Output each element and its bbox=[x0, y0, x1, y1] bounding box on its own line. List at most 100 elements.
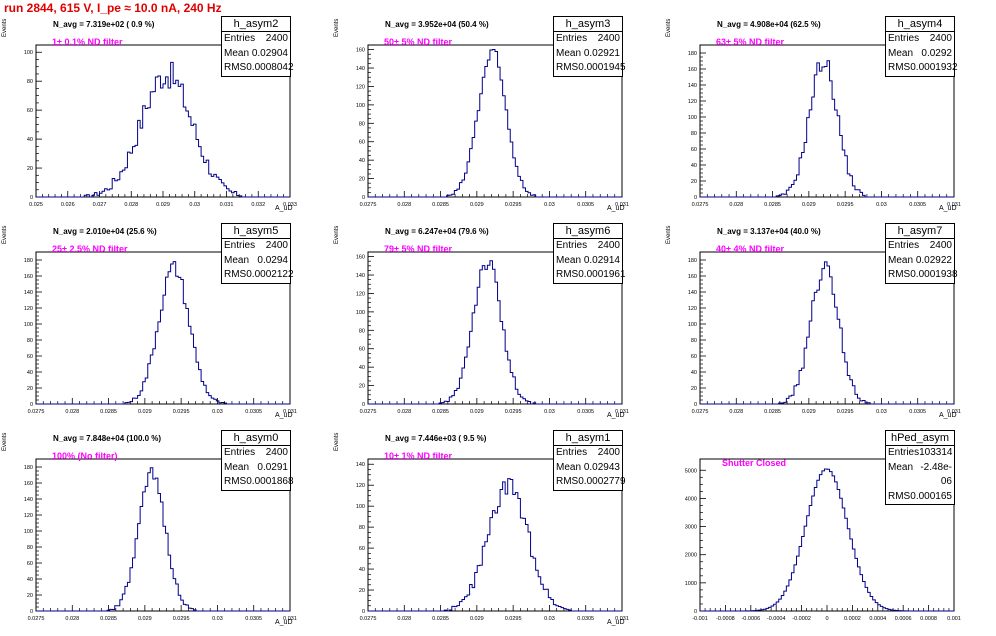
y-tick-label: 60 bbox=[359, 546, 365, 552]
y-tick-label: 5000 bbox=[685, 468, 697, 474]
y-tick-label: 160 bbox=[688, 274, 697, 280]
y-tick-label: 180 bbox=[688, 51, 697, 57]
stats-key: RMS bbox=[888, 269, 911, 280]
x-tick-label: 0.032 bbox=[251, 202, 265, 208]
y-tick-label: 60 bbox=[691, 354, 697, 360]
x-tick-label: 0.0008 bbox=[920, 616, 937, 622]
y-tick-label: 0 bbox=[694, 402, 697, 408]
x-tick-label: 0.03 bbox=[544, 409, 555, 415]
y-axis-label: Events bbox=[2, 225, 8, 244]
y-tick-label: 20 bbox=[359, 384, 365, 390]
stats-value: 103314 bbox=[919, 447, 953, 458]
filter-label: 25± 2.5% ND filter bbox=[52, 244, 128, 254]
stats-row-entries: Entries 2400 bbox=[554, 446, 622, 461]
stats-key: Mean bbox=[556, 47, 582, 59]
x-tick-label: 0.0295 bbox=[505, 616, 522, 622]
stats-value: 0.0001868 bbox=[246, 476, 294, 487]
stats-row-mean: Mean 0.0291 bbox=[222, 461, 290, 476]
x-tick-label: 0.0275 bbox=[692, 202, 709, 208]
stats-key: Mean bbox=[888, 461, 914, 473]
y-tick-label: 100 bbox=[24, 529, 33, 535]
x-tick-label: 0.029 bbox=[138, 409, 152, 415]
y-tick-label: 100 bbox=[24, 322, 33, 328]
x-tick-label: 0.0295 bbox=[505, 409, 522, 415]
x-tick-label: 0.026 bbox=[61, 202, 75, 208]
y-tick-label: 100 bbox=[356, 103, 365, 109]
x-tick-label: 0.03 bbox=[876, 202, 887, 208]
x-tick-label: 0.0285 bbox=[100, 409, 117, 415]
x-tick-label: -0.0008 bbox=[716, 616, 735, 622]
navg-label: N_avg = 2.010e+04 (25.6 %) bbox=[53, 227, 157, 236]
histogram-curve bbox=[700, 468, 954, 612]
stats-key: Entries bbox=[224, 33, 256, 44]
stats-box: h_asym3 Entries 2400 Mean 0.02921 RMS 0.000194… bbox=[553, 16, 626, 77]
stats-key: Entries bbox=[888, 240, 920, 251]
stats-key: RMS bbox=[556, 476, 579, 487]
x-axis-label: A_uD bbox=[275, 412, 293, 419]
stats-value: 0.0002779 bbox=[578, 476, 626, 487]
x-tick-label: 0.0285 bbox=[432, 202, 449, 208]
y-tick-label: 120 bbox=[356, 84, 365, 90]
stats-key: Mean bbox=[888, 254, 914, 266]
histogram-pad-h_asym7: 0.0275 0.028 0.0285 0.029 0.0295 0.03 0.0305 0.… bbox=[664, 222, 996, 429]
histogram-pad-h_asym6: 0.0275 0.028 0.0285 0.029 0.0295 0.03 0.0305 0.… bbox=[332, 222, 664, 429]
histogram-name: h_asym4 bbox=[886, 17, 954, 32]
y-tick-label: 160 bbox=[356, 48, 365, 54]
y-tick-label: 120 bbox=[24, 306, 33, 312]
stats-key: RMS bbox=[556, 62, 579, 73]
stats-key: Entries bbox=[888, 33, 920, 44]
y-tick-label: 0 bbox=[30, 609, 33, 615]
navg-label: N_avg = 7.446e+03 ( 9.5 %) bbox=[385, 434, 487, 443]
y-tick-label: 140 bbox=[24, 290, 33, 296]
histogram-pad-h_asym5: 0.0275 0.028 0.0285 0.029 0.0295 0.03 0.0305 0.… bbox=[0, 222, 332, 429]
x-tick-label: 0.001 bbox=[947, 616, 961, 622]
stats-row-mean: Mean -2.48e-06 bbox=[886, 461, 954, 490]
x-tick-label: 0.0275 bbox=[692, 409, 709, 415]
stats-row-rms: RMS 0.0002122 bbox=[222, 268, 294, 283]
x-tick-label: 0 bbox=[825, 616, 828, 622]
x-tick-label: 0.0305 bbox=[245, 616, 262, 622]
x-tick-label: 0.03 bbox=[876, 409, 887, 415]
y-tick-label: 60 bbox=[27, 108, 33, 114]
histogram-name: h_asym1 bbox=[554, 431, 622, 446]
stats-box: h_asym4 Entries 2400 Mean 0.0292 RMS 0.0001932 bbox=[885, 16, 958, 77]
stats-key: Entries bbox=[888, 447, 920, 458]
filter-label: 40± 4% ND filter bbox=[716, 244, 784, 254]
histogram-pad-hPed_asym: -0.001 -0.0008 -0.0006 -0.0004 -0.0002 0 0.000… bbox=[664, 429, 996, 636]
x-tick-label: 0.028 bbox=[65, 409, 79, 415]
histogram-pad-h_asym1: 0.0275 0.028 0.0285 0.029 0.0295 0.03 0.0305 0.… bbox=[332, 429, 664, 636]
histogram-name: hPed_asym bbox=[886, 431, 954, 446]
stats-row-entries: Entries 2400 bbox=[554, 239, 622, 254]
stats-row-rms: RMS 0.0001868 bbox=[222, 475, 294, 490]
y-axis-label: Events bbox=[334, 432, 340, 451]
x-tick-label: 0.0305 bbox=[577, 616, 594, 622]
y-tick-label: 40 bbox=[27, 370, 33, 376]
x-tick-label: -0.0002 bbox=[792, 616, 811, 622]
histogram-name: h_asym2 bbox=[222, 17, 290, 32]
stats-row-mean: Mean 0.02921 bbox=[554, 47, 622, 62]
stats-key: Mean bbox=[556, 461, 582, 473]
histogram-pad-h_asym0: 0.0275 0.028 0.0285 0.029 0.0295 0.03 0.0305 0.… bbox=[0, 429, 332, 636]
histogram-curve bbox=[700, 261, 954, 405]
y-tick-label: 20 bbox=[691, 386, 697, 392]
filter-label: 100% (No filter) bbox=[52, 451, 118, 461]
x-tick-label: 0.028 bbox=[397, 616, 411, 622]
x-tick-label: 0.0305 bbox=[577, 202, 594, 208]
histogram-curve bbox=[36, 61, 290, 198]
x-tick-label: 0.0305 bbox=[909, 202, 926, 208]
stats-row-entries: Entries 2400 bbox=[886, 32, 954, 47]
histogram-curve bbox=[36, 261, 290, 405]
stats-row-mean: Mean 0.02904 bbox=[222, 47, 290, 62]
y-tick-label: 120 bbox=[688, 99, 697, 105]
stats-box: h_asym1 Entries 2400 Mean 0.02943 RMS 0.000277… bbox=[553, 430, 626, 491]
stats-row-rms: RMS 0.0002779 bbox=[554, 475, 626, 490]
x-tick-label: 0.028 bbox=[65, 616, 79, 622]
stats-value: 2400 bbox=[597, 240, 620, 251]
stats-row-rms: RMS 0.0001945 bbox=[554, 61, 626, 76]
stats-value: 0.02914 bbox=[583, 254, 620, 266]
x-tick-label: -0.0004 bbox=[767, 616, 786, 622]
x-tick-label: 0.028 bbox=[729, 409, 743, 415]
histogram-plot: 0.0275 0.028 0.0285 0.029 0.0295 0.03 0.0305 0.… bbox=[688, 251, 961, 415]
stats-value: 0.02943 bbox=[583, 461, 620, 473]
stats-value: 0.0294 bbox=[257, 254, 288, 266]
